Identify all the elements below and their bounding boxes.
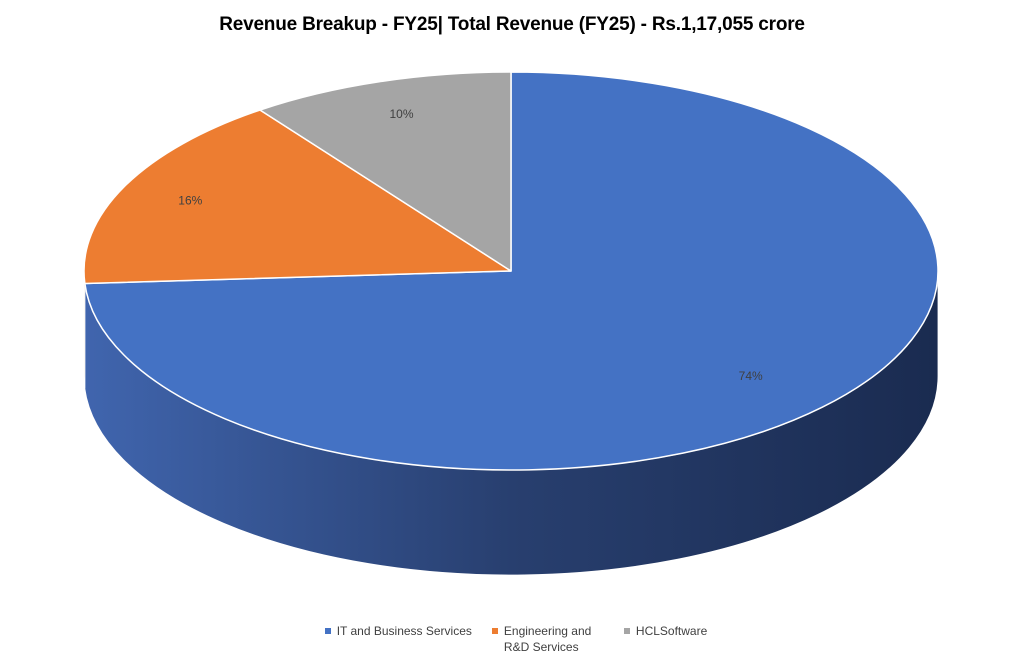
legend-swatch-2: [623, 628, 630, 634]
legend-label-0: IT and Business Services: [336, 624, 472, 638]
legend-item-2[interactable]: HCLSoftware: [623, 623, 708, 639]
chart-legend: IT and Business Services Engineering and…: [0, 623, 1024, 655]
pie-side-1: [83, 270, 86, 389]
pie-slice-2[interactable]: [259, 71, 512, 272]
legend-swatch-1: [491, 628, 498, 634]
data-label-2: 10%: [389, 107, 413, 121]
legend-swatch-0: [324, 628, 331, 634]
legend-label-2: HCLSoftware: [635, 624, 708, 638]
data-label-0: 74%: [739, 369, 763, 383]
legend-item-0[interactable]: IT and Business Services: [324, 623, 472, 639]
legend-item-1[interactable]: Engineering and R&D Services: [491, 623, 604, 655]
chart-title: Revenue Breakup - FY25| Total Revenue (F…: [219, 14, 805, 35]
pie-chart: 74% 16% 10%: [83, 71, 939, 576]
data-label-1: 16%: [178, 194, 202, 208]
legend-label-1: Engineering and R&D Services: [503, 624, 592, 654]
pie-slice-1[interactable]: [83, 109, 512, 285]
